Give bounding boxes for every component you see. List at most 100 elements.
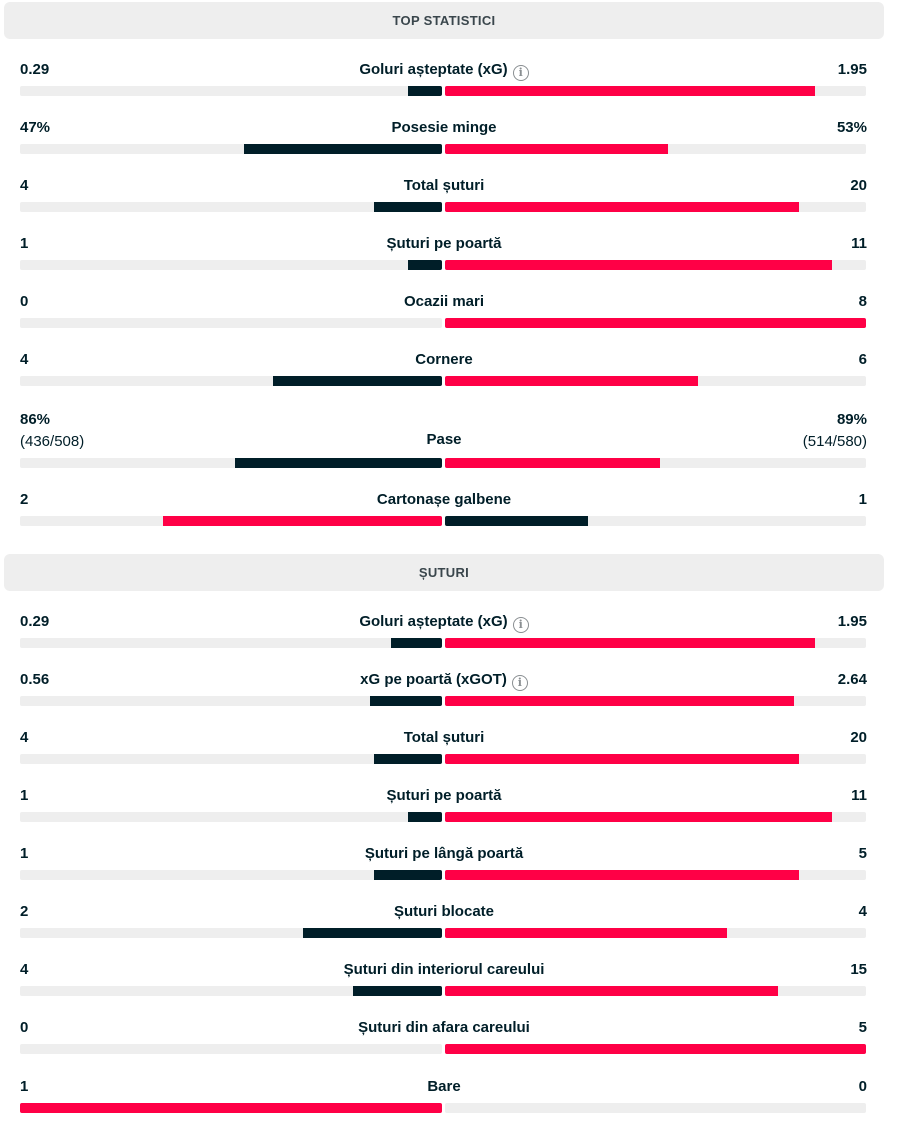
home-value-main: 1 [20,787,29,804]
stat-row: 0.29 1.95 Goluri așteptate (xG) i [0,60,900,100]
stat-label: Total șuturi [0,177,888,194]
home-value-detail: (436/508) [20,433,85,450]
away-value: 89% (514/580) [803,409,867,453]
stat-label-text: Șuturi din afara careului [358,1019,530,1036]
home-value: 0.29 [20,613,49,630]
home-value-main: 0.29 [20,613,50,630]
stat-row: 0.29 1.95 Goluri așteptate (xG) i [0,612,900,652]
away-value-main: 1.95 [837,613,867,630]
stat-row: 0 5 Șuturi din afara careului [0,1018,900,1058]
away-value-main: 0 [858,1078,867,1095]
away-value: 0 [859,1078,867,1095]
stat-row: 4 20 Total șuturi [0,176,900,216]
home-value-main: 4 [20,729,29,746]
away-bar [445,754,799,764]
stat-label-text: Cartonașe galbene [376,491,512,508]
away-bar-track [445,1044,866,1054]
home-bar [273,376,442,386]
away-value: 4 [859,903,867,920]
home-value: 4 [20,177,28,194]
stat-label-text: Pase [426,431,462,448]
away-value: 6 [859,351,867,368]
away-bar [445,812,833,822]
away-value-main: 20 [850,729,867,746]
home-bar [408,86,442,96]
home-value: 1 [20,787,28,804]
away-value-main: 5 [858,1019,867,1036]
info-icon[interactable]: i [511,675,528,691]
home-bar [163,516,442,526]
home-bar [374,202,442,212]
away-bar [445,638,816,648]
stat-row: 4 6 Cornere [0,350,900,390]
away-value: 20 [850,729,867,746]
home-value-main: 4 [20,961,29,978]
stat-label-text: Goluri așteptate (xG) [359,613,508,630]
stat-label-text: xG pe poartă (xGOT) [360,671,507,688]
away-value: 5 [859,845,867,862]
away-value: 15 [850,961,867,978]
home-bar-track [20,86,442,96]
away-bar-track [445,986,866,996]
stat-row: 0.56 2.64 xG pe poartă (xGOT) i [0,670,900,710]
home-value: 47% [20,119,50,136]
away-value: 5 [859,1019,867,1036]
away-bar-track [445,1103,866,1113]
away-bar-track [445,144,866,154]
home-value: 0.29 [20,61,49,78]
stat-label: Cartonașe galbene [0,491,888,508]
away-bar [445,1044,866,1054]
stat-label: Șuturi pe lângă poartă [0,845,888,862]
stat-label: Bare [0,1078,888,1095]
home-bar-track [20,754,442,764]
home-bar-track [20,812,442,822]
home-value-main: 0.29 [20,61,50,78]
away-value-main: 8 [858,293,867,310]
home-bar [235,458,442,468]
home-value-main: 86% [20,411,51,428]
info-icon[interactable]: i [512,65,529,81]
away-value-main: 11 [851,235,867,252]
away-bar [445,696,795,706]
away-bar-track [445,928,866,938]
stat-row: 2 4 Șuturi blocate [0,902,900,942]
away-bar [445,144,669,154]
home-value: 1 [20,1078,28,1095]
stat-label-text: Ocazii mari [403,293,485,310]
away-bar-track [445,458,866,468]
home-bar-track [20,986,442,996]
away-bar-track [445,376,866,386]
away-value: 1.95 [838,61,867,78]
home-bar-track [20,1103,442,1113]
section-header: ȘUTURI [4,554,884,591]
away-value: 2.64 [838,671,867,688]
away-value-main: 4 [858,903,867,920]
away-value-main: 89% [836,411,867,428]
home-bar [408,812,442,822]
away-bar-track [445,260,866,270]
home-value: 0 [20,1019,28,1036]
home-value-main: 2 [20,491,29,508]
away-value-main: 1.95 [837,61,867,78]
home-bar-track [20,928,442,938]
away-bar-track [445,202,866,212]
stat-label-text: Posesie minge [391,119,497,136]
stat-row: 4 15 Șuturi din interiorul careului [0,960,900,1000]
info-icon[interactable]: i [512,617,529,633]
away-bar [445,986,778,996]
home-value-main: 4 [20,177,29,194]
home-value-main: 0.56 [20,671,50,688]
home-value: 0.56 [20,671,49,688]
away-value: 11 [851,787,867,804]
away-bar [445,870,799,880]
section-header: TOP STATISTICI [4,2,884,39]
stat-label-text: Șuturi din interiorul careului [343,961,545,978]
stat-label: Șuturi din afara careului [0,1019,888,1036]
stat-label: Goluri așteptate (xG) i [0,613,888,633]
home-bar-track [20,202,442,212]
stat-label-text: Șuturi pe poartă [386,235,502,252]
stat-row: 1 11 Șuturi pe poartă [0,786,900,826]
stat-label: Goluri așteptate (xG) i [0,61,888,81]
home-bar [374,754,442,764]
home-value: 0 [20,293,28,310]
